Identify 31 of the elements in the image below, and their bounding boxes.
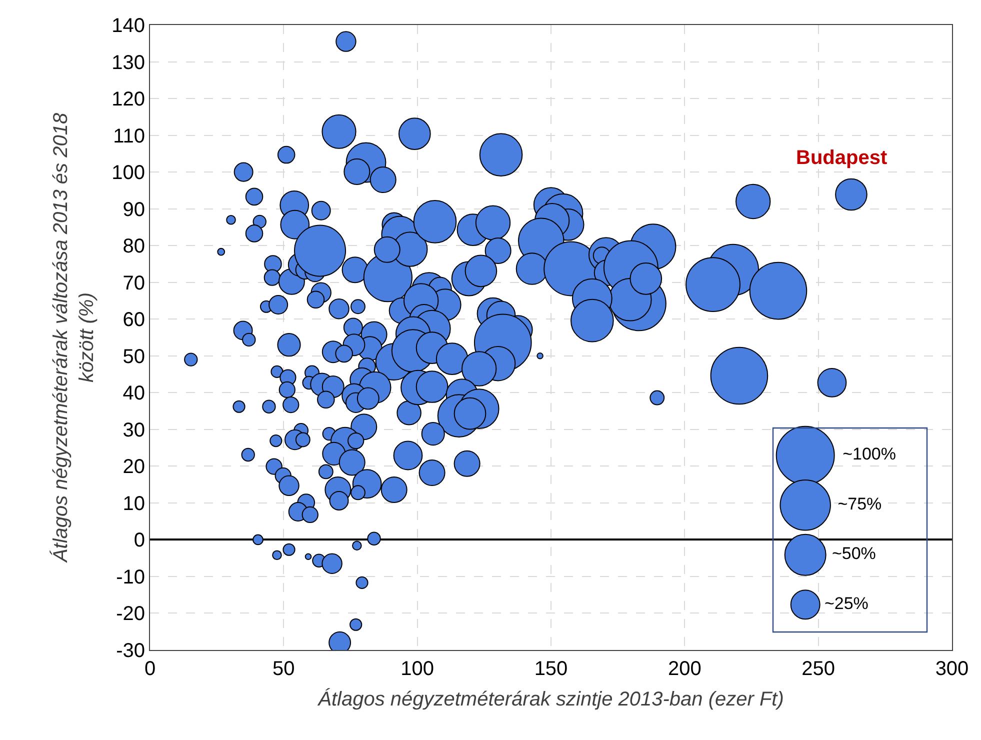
y-tick-label: 30 [122, 419, 145, 442]
y-tick-label: 120 [112, 88, 145, 111]
y-tick-label: 80 [122, 236, 145, 258]
y-tick-label: 110 [113, 125, 145, 148]
y-axis-title: Átlagos négyzetméterárak változása 2013 és 2018 között (%) [49, 112, 98, 564]
legend-label: ~50% [832, 544, 876, 564]
y-tick-label: 100 [112, 162, 145, 184]
y-tick-label: 70 [122, 272, 145, 294]
y-tick-label: -10 [116, 566, 145, 588]
y-tick-label: 40 [122, 382, 145, 405]
y-tick-label: -20 [116, 603, 145, 626]
y-tick-label: 20 [122, 456, 145, 478]
y-tick-label: -30 [116, 640, 145, 662]
x-tick-label: 250 [802, 658, 836, 680]
y-tick-label: 10 [122, 492, 145, 515]
y-tick-label: 140 [112, 15, 145, 37]
y-tick-label: 60 [122, 309, 145, 332]
y-tick-label: 0 [134, 530, 145, 552]
legend-label: ~25% [824, 594, 868, 613]
x-tick-label: 300 [935, 658, 969, 680]
x-tick-label: 200 [668, 658, 702, 680]
x-axis-title: Átlagos négyzetméterárak szintje 2013-ban (ezer Ft) [317, 688, 784, 710]
y-tick-label: 90 [122, 198, 145, 221]
annotation: Budapest [796, 147, 888, 169]
x-tick-label: 50 [272, 658, 295, 680]
x-tick-label: 150 [534, 658, 568, 680]
x-tick-label: 100 [400, 658, 434, 680]
legend-label: ~100% [842, 444, 896, 464]
legend-label: ~75% [838, 494, 882, 514]
y-tick-label: 130 [112, 52, 145, 74]
y-tick-label: 50 [122, 346, 145, 368]
